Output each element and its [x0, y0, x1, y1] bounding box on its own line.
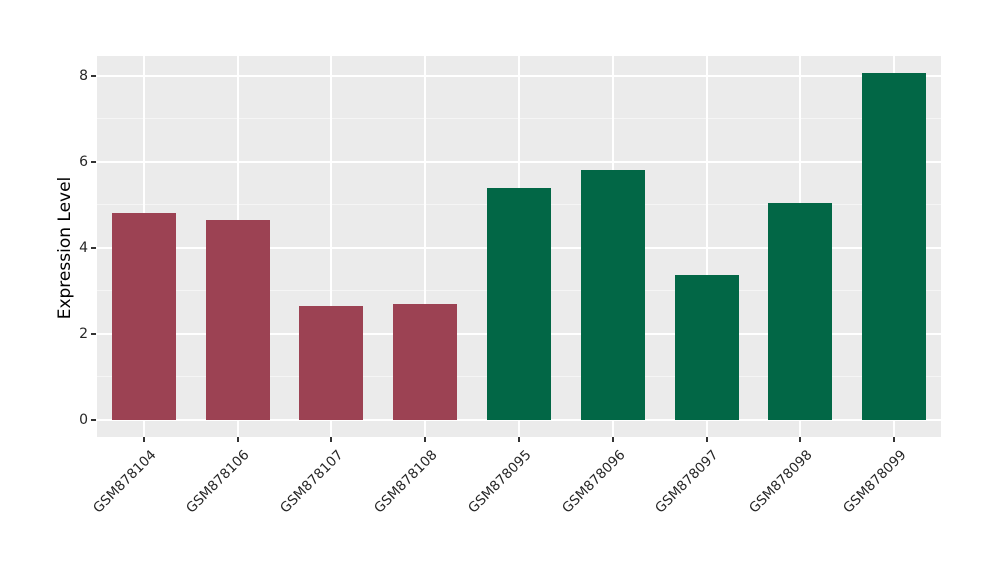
x-tick-label: GSM878104: [89, 447, 160, 517]
gridline-vertical: [330, 56, 333, 437]
x-tick-mark: [799, 437, 802, 442]
x-tick-label: GSM878095: [464, 447, 535, 517]
x-tick-mark: [611, 437, 614, 442]
x-tick-mark: [142, 437, 145, 442]
y-tick-label: 6: [79, 153, 88, 170]
bar-GSM878096: [580, 170, 645, 420]
y-tick-mark: [91, 160, 96, 163]
y-tick-mark: [91, 74, 96, 77]
y-tick-mark: [91, 332, 96, 335]
x-tick-label: GSM878097: [652, 447, 722, 517]
x-tick-mark: [236, 437, 239, 442]
bar-GSM878108: [393, 303, 458, 420]
bar-GSM878097: [674, 274, 739, 420]
plot-panel: [97, 56, 941, 437]
bar-GSM878098: [768, 203, 833, 420]
y-tick-label: 0: [79, 411, 88, 428]
gridline-vertical: [424, 56, 427, 437]
x-tick-mark: [330, 437, 333, 442]
y-tick-mark: [91, 246, 96, 249]
x-tick-label: GSM878099: [839, 447, 910, 517]
x-tick-mark: [893, 437, 896, 442]
y-tick-label: 2: [79, 325, 88, 342]
y-tick-mark: [91, 418, 96, 421]
bar-GSM878095: [487, 188, 551, 420]
bar-GSM878107: [299, 306, 364, 420]
bar-GSM878106: [205, 219, 270, 420]
x-tick-mark: [705, 437, 708, 442]
gridline-vertical: [705, 56, 708, 437]
y-tick-label: 4: [79, 239, 88, 256]
x-tick-label: GSM878108: [371, 447, 441, 517]
bar-GSM878104: [111, 212, 176, 420]
x-tick-mark: [424, 437, 427, 442]
x-tick-label: GSM878106: [183, 447, 253, 517]
bar-GSM878099: [862, 73, 927, 420]
x-tick-mark: [518, 437, 520, 442]
y-tick-label: 8: [79, 67, 88, 84]
x-tick-label: GSM878096: [558, 447, 629, 517]
x-tick-label: GSM878098: [746, 447, 816, 517]
x-tick-label: GSM878107: [277, 447, 347, 517]
